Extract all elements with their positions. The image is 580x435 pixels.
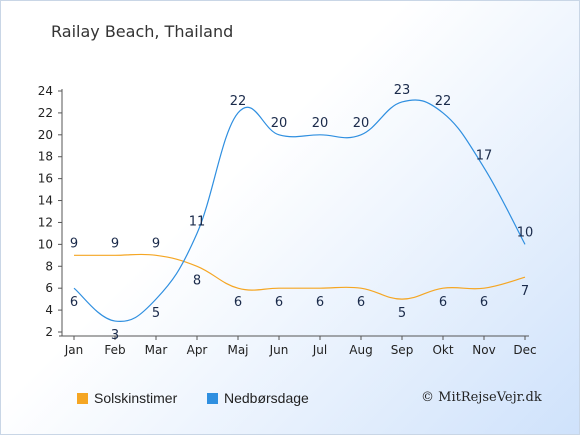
credit-text: © MitRejseVejr.dk — [421, 390, 542, 405]
x-tick-label: Nov — [472, 343, 495, 357]
x-tick-label: Sep — [391, 343, 414, 357]
legend-item-rain-days: Nedbørsdage — [207, 390, 309, 406]
series-line-sunshine — [74, 253, 526, 300]
data-label-rain-days: 5 — [152, 306, 160, 321]
data-label-sunshine: 6 — [275, 295, 283, 310]
y-tick-label: 20 — [38, 128, 53, 142]
data-label-rain-days: 20 — [271, 116, 288, 131]
x-tick-label: Dec — [513, 343, 536, 357]
y-tick-label: 2 — [45, 325, 53, 339]
data-label-rain-days: 10 — [517, 225, 534, 240]
data-label-rain-days: 20 — [353, 116, 370, 131]
data-label-sunshine: 6 — [234, 295, 242, 310]
x-tick-label: Feb — [104, 343, 125, 357]
x-tick-label: Aug — [349, 343, 372, 357]
y-tick-label: 6 — [45, 281, 53, 295]
data-label-sunshine: 6 — [480, 295, 488, 310]
data-label-rain-days: 23 — [394, 83, 411, 98]
x-tick-label: Okt — [432, 343, 453, 357]
data-label-sunshine: 7 — [521, 284, 529, 299]
x-tick-label: Jan — [64, 343, 84, 357]
y-tick-label: 14 — [38, 194, 53, 208]
data-label-rain-days: 22 — [230, 94, 247, 109]
y-tick-label: 24 — [38, 84, 53, 98]
legend-label-rain-days: Nedbørsdage — [224, 390, 309, 406]
y-tick-label: 16 — [38, 172, 53, 186]
data-label-sunshine: 8 — [193, 273, 201, 288]
legend-label-sunshine: Solskinstimer — [94, 390, 178, 406]
chart-title: Railay Beach, Thailand — [51, 22, 234, 41]
x-tick-label: Maj — [227, 343, 248, 357]
legend-item-sunshine: Solskinstimer — [77, 390, 177, 406]
y-tick-label: 18 — [38, 150, 53, 164]
y-tick-label: 4 — [45, 303, 53, 317]
data-label-rain-days: 6 — [70, 295, 78, 310]
x-tick-label: Jun — [269, 343, 289, 357]
y-tick-label: 12 — [38, 215, 53, 229]
legend-swatch-sunshine — [77, 392, 88, 404]
y-tick-label: 22 — [38, 106, 53, 120]
data-label-sunshine: 9 — [111, 236, 119, 251]
y-tick-label: 8 — [45, 259, 53, 273]
series-line-rain-days — [73, 99, 526, 323]
x-tick-label: Mar — [145, 343, 168, 357]
x-tick-label: Apr — [187, 343, 208, 357]
x-tick-label: Jul — [312, 343, 327, 357]
data-label-sunshine: 6 — [357, 295, 365, 310]
data-label-rain-days: 3 — [111, 328, 119, 343]
data-label-rain-days: 11 — [189, 214, 206, 229]
y-tick-label: 10 — [38, 237, 53, 251]
data-label-sunshine: 9 — [70, 236, 78, 251]
data-label-rain-days: 20 — [312, 116, 329, 131]
data-label-rain-days: 22 — [435, 94, 452, 109]
data-label-sunshine: 9 — [152, 236, 160, 251]
data-label-sunshine: 6 — [439, 295, 447, 310]
data-label-sunshine: 6 — [316, 295, 324, 310]
data-label-rain-days: 17 — [476, 149, 493, 164]
data-label-sunshine: 5 — [398, 306, 406, 321]
legend-swatch-rain-days — [207, 392, 218, 404]
